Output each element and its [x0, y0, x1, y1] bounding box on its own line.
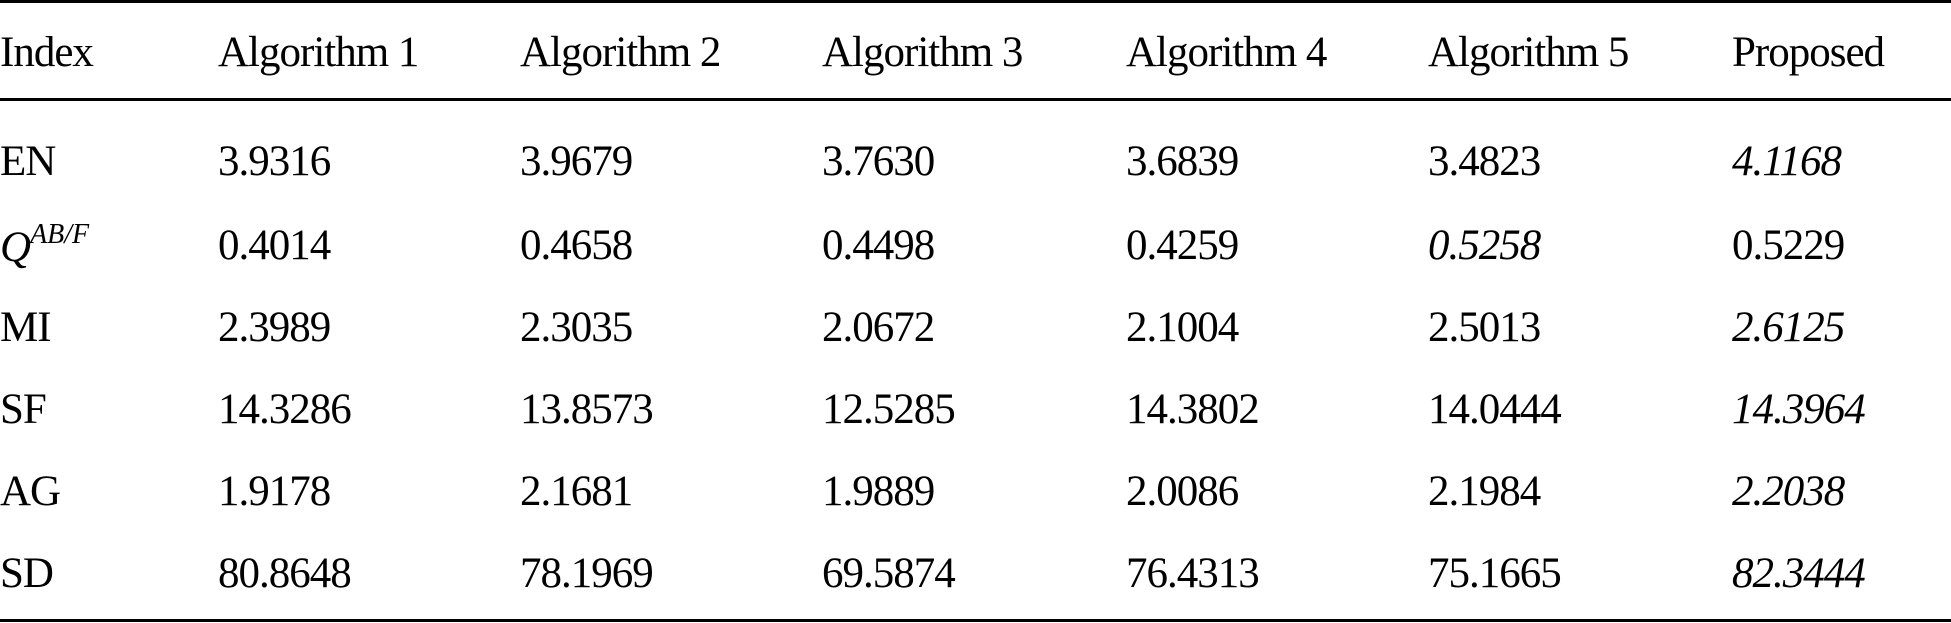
row-index-ag: AG — [0, 467, 61, 515]
table-row: SD 80.8648 78.1969 69.5874 76.4313 75.16… — [0, 532, 1951, 614]
table-cell: 0.4658 — [520, 221, 633, 269]
q-symbol: Q — [0, 223, 31, 271]
table-cell: 2.1984 — [1428, 467, 1541, 515]
table-cell: 0.4014 — [218, 221, 331, 269]
row-index-qabf: QAB/F — [0, 204, 218, 286]
table-row: AG 1.9178 2.1681 1.9889 2.0086 2.1984 2.… — [0, 450, 1951, 532]
table-cell: 2.3989 — [218, 303, 331, 351]
table-cell: 2.1004 — [1126, 303, 1239, 351]
top-rule — [0, 0, 1951, 3]
table-cell-best: 2.2038 — [1732, 467, 1845, 515]
table-cell: 80.8648 — [218, 549, 352, 597]
table-cell: 14.3286 — [218, 385, 352, 433]
table-cell: 14.0444 — [1428, 385, 1562, 433]
table-cell: 3.9679 — [520, 137, 633, 185]
table-cell: 0.4259 — [1126, 221, 1239, 269]
row-index-sd: SD — [0, 549, 54, 597]
header-cell-algorithm-3: Algorithm 3 — [822, 28, 1023, 76]
table-cell: 12.5285 — [822, 385, 956, 433]
table-row: SF 14.3286 13.8573 12.5285 14.3802 14.04… — [0, 368, 1951, 450]
header-cell-algorithm-5: Algorithm 5 — [1428, 28, 1629, 76]
table-cell-best: 82.3444 — [1732, 549, 1866, 597]
table-cell: 2.0086 — [1126, 467, 1239, 515]
table-cell-best: 2.6125 — [1732, 303, 1845, 351]
row-index-mi: MI — [0, 303, 52, 351]
table-cell: 75.1665 — [1428, 549, 1562, 597]
table-cell: 2.3035 — [520, 303, 633, 351]
bottom-rule — [0, 619, 1951, 622]
header-cell-algorithm-2: Algorithm 2 — [520, 28, 721, 76]
table-cell: 1.9889 — [822, 467, 935, 515]
table-cell: 2.1681 — [520, 467, 633, 515]
table-cell: 3.7630 — [822, 137, 935, 185]
header-rule — [0, 98, 1951, 101]
table-cell: 0.5229 — [1732, 221, 1845, 269]
table-cell: 13.8573 — [520, 385, 654, 433]
header-cell-algorithm-1: Algorithm 1 — [218, 28, 419, 76]
q-superscript: AB/F — [30, 218, 90, 250]
table-cell-best: 0.5258 — [1428, 221, 1541, 269]
table-cell: 1.9178 — [218, 467, 331, 515]
table-cell: 2.0672 — [822, 303, 935, 351]
header-cell-proposed: Proposed — [1732, 28, 1885, 76]
table-cell: 0.4498 — [822, 221, 935, 269]
table-row: MI 2.3989 2.3035 2.0672 2.1004 2.5013 2.… — [0, 286, 1951, 368]
table-cell: 3.6839 — [1126, 137, 1239, 185]
table-cell-best: 14.3964 — [1732, 385, 1866, 433]
row-index-sf: SF — [0, 385, 47, 433]
table-cell-best: 4.1168 — [1732, 137, 1842, 185]
header-cell-index: Index — [0, 28, 94, 76]
table-cell: 69.5874 — [822, 549, 956, 597]
table-row: QAB/F 0.4014 0.4658 0.4498 0.4259 0.5258… — [0, 204, 1951, 286]
table-cell: 3.4823 — [1428, 137, 1541, 185]
table-cell: 76.4313 — [1126, 549, 1260, 597]
row-index-en: EN — [0, 137, 56, 185]
table-cell: 3.9316 — [218, 137, 331, 185]
header-cell-algorithm-4: Algorithm 4 — [1126, 28, 1327, 76]
table-cell: 2.5013 — [1428, 303, 1541, 351]
table-row: EN 3.9316 3.9679 3.7630 3.6839 3.4823 4.… — [0, 104, 1951, 204]
header-row: Index Algorithm 1 Algorithm 2 Algorithm … — [0, 0, 1951, 104]
table-cell: 78.1969 — [520, 549, 654, 597]
table-cell: 14.3802 — [1126, 385, 1260, 433]
